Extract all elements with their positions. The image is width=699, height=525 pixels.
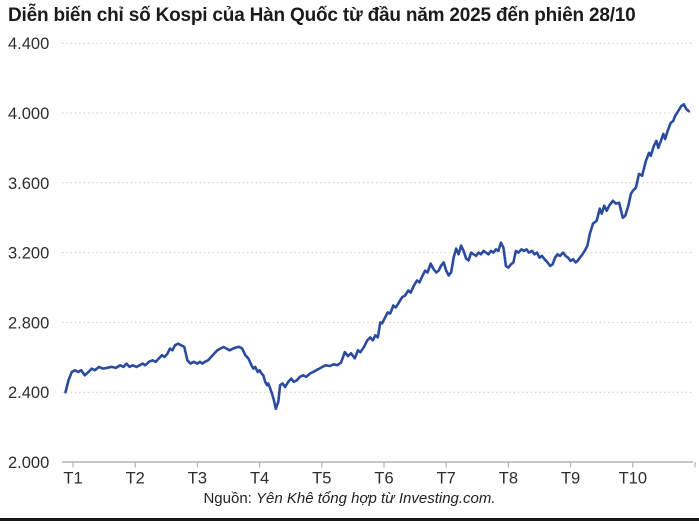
source-prefix-label: Nguồn: xyxy=(203,490,252,507)
y-tick-label: 3.200 xyxy=(8,245,49,263)
source-line: Nguồn: Yên Khê tổng hợp từ Investing.com… xyxy=(0,490,699,507)
x-tick-label: T4 xyxy=(250,470,269,488)
y-tick-label: 2.800 xyxy=(8,314,49,332)
x-tick-label: T10 xyxy=(619,470,647,488)
x-tick-label: T5 xyxy=(312,470,331,488)
page-title: Diễn biến chỉ số Kospi của Hàn Quốc từ đ… xyxy=(8,5,636,26)
x-tick-label: T9 xyxy=(561,470,580,488)
x-tick-label: T8 xyxy=(499,470,518,488)
footer-bar xyxy=(0,518,699,521)
x-tick-label: T6 xyxy=(374,470,393,488)
y-tick-label: 3.600 xyxy=(8,175,49,193)
y-tick-label: 2.000 xyxy=(8,454,49,472)
x-tick-label: T7 xyxy=(437,470,456,488)
kospi-price-line xyxy=(64,103,691,411)
x-tick-label: T3 xyxy=(188,470,207,488)
y-tick-label: 2.400 xyxy=(8,384,49,402)
x-tick-label: T2 xyxy=(126,470,145,488)
y-tick-label: 4.000 xyxy=(8,105,49,123)
x-tick-label: T1 xyxy=(63,470,82,488)
y-tick-label: 4.400 xyxy=(8,35,49,53)
source-credit-text: Yên Khê tổng hợp từ Investing.com. xyxy=(256,490,496,507)
